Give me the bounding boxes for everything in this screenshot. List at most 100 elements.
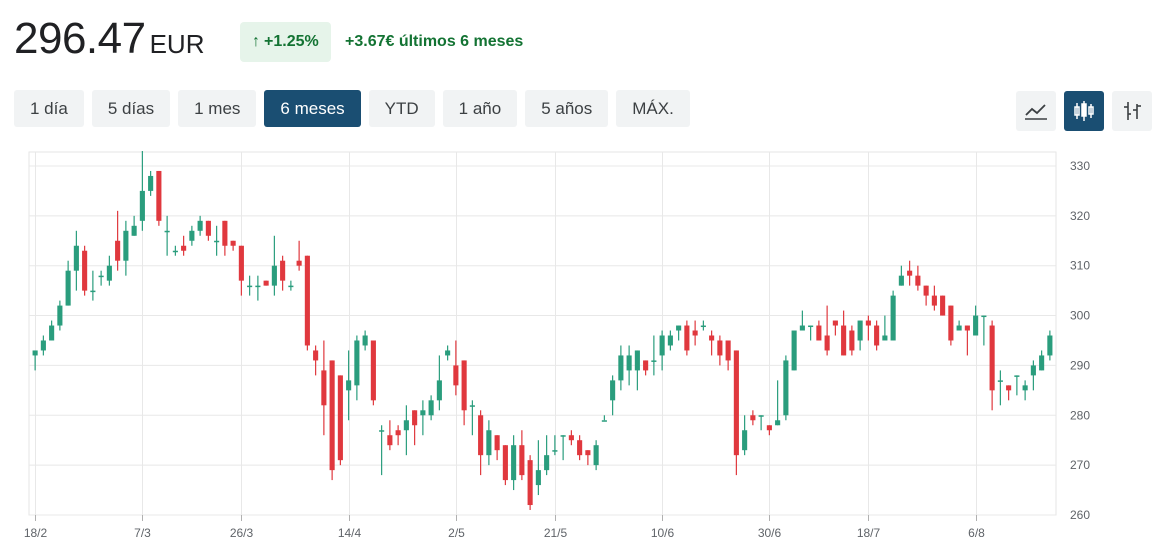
y-tick-label: 290 xyxy=(1070,358,1090,372)
candle-body xyxy=(733,350,739,456)
range-5y-button[interactable]: 5 años xyxy=(525,90,609,127)
candle-body xyxy=(1047,335,1053,356)
y-tick-label: 300 xyxy=(1070,309,1090,323)
candle-body xyxy=(874,325,880,346)
change-badge: ↑ +1.25% xyxy=(240,22,331,62)
candle-body xyxy=(131,225,137,236)
candle-body xyxy=(643,360,649,371)
candle-body xyxy=(544,455,550,471)
candle-body xyxy=(288,285,294,288)
candle-body xyxy=(98,275,104,278)
range-max-button[interactable]: MÁX. xyxy=(616,90,690,127)
candle-body xyxy=(684,325,690,351)
candle-body xyxy=(1039,355,1045,371)
candle-body xyxy=(65,270,71,306)
line-chart-button[interactable] xyxy=(1016,91,1056,131)
range-1y-button[interactable]: 1 año xyxy=(442,90,518,127)
candle-body xyxy=(676,325,682,331)
plot-frame xyxy=(28,151,1057,516)
candle-body xyxy=(527,460,533,506)
candle-body xyxy=(49,325,55,341)
candle-body xyxy=(931,295,937,306)
candle-body xyxy=(362,335,368,346)
candle-body xyxy=(709,335,715,341)
y-tick-label: 270 xyxy=(1070,458,1090,472)
candle-body xyxy=(313,350,319,361)
candle-body xyxy=(940,295,946,316)
candle-body xyxy=(469,405,475,407)
candle-body xyxy=(90,290,96,293)
candle-body xyxy=(230,240,236,246)
x-tick-label: 2/5 xyxy=(448,526,465,540)
x-tick-label: 7/3 xyxy=(134,526,151,540)
candle-body xyxy=(964,325,970,331)
ohlc-button[interactable] xyxy=(1112,91,1152,131)
candle-body xyxy=(445,350,451,356)
x-tick-label: 18/7 xyxy=(857,526,881,540)
candle-body xyxy=(560,435,566,437)
candle-body xyxy=(106,265,112,281)
candlestick-chart[interactable]: 260 270 280 290 300 310 320 330 18/2 7/3 26/3 14/4 2… xyxy=(0,150,1164,556)
candle-body xyxy=(156,170,162,221)
candle-body xyxy=(40,340,46,351)
candle-body xyxy=(667,335,673,346)
candle-body xyxy=(915,275,921,286)
candle-body xyxy=(436,380,442,401)
candle-body xyxy=(981,315,987,318)
candle-body xyxy=(956,325,962,331)
candle-body xyxy=(997,380,1003,382)
y-tick-label: 330 xyxy=(1070,159,1090,173)
range-selector: 1 día 5 días 1 mes 6 meses YTD 1 año 5 a… xyxy=(14,90,690,127)
candle-body xyxy=(337,375,343,461)
candle-body xyxy=(346,380,352,391)
price-display: 296.47 EUR xyxy=(14,14,204,64)
candle-body xyxy=(453,365,459,386)
candlestick-button[interactable] xyxy=(1064,91,1104,131)
candle-body xyxy=(973,315,979,336)
candle-body xyxy=(1030,365,1036,376)
candle-body xyxy=(898,275,904,286)
candle-body xyxy=(403,420,409,431)
candle-body xyxy=(610,380,616,401)
candle-body xyxy=(989,325,995,391)
range-ytd-button[interactable]: YTD xyxy=(368,90,435,127)
candle-body xyxy=(857,320,863,341)
candle-body xyxy=(494,435,500,451)
candle-body xyxy=(692,330,698,336)
range-5d-button[interactable]: 5 días xyxy=(91,90,171,127)
candle-body xyxy=(247,285,253,288)
candle-body xyxy=(123,230,129,261)
candle-body xyxy=(882,335,888,341)
candle-body xyxy=(32,350,38,356)
candle-body xyxy=(775,420,781,426)
candle-body xyxy=(73,245,79,271)
candle-body xyxy=(511,445,517,481)
x-tick-label: 21/5 xyxy=(544,526,568,540)
candle-body xyxy=(585,450,591,456)
candle-body xyxy=(1022,385,1028,391)
candle-body xyxy=(486,430,492,456)
candle-body xyxy=(865,320,871,326)
candle-body xyxy=(832,320,838,326)
range-1d-button[interactable]: 1 día xyxy=(14,90,84,127)
candle-body xyxy=(115,240,121,261)
period-change: +3.67€ últimos 6 meses xyxy=(345,33,524,50)
candle-body xyxy=(535,470,541,486)
candle-body xyxy=(420,410,426,416)
x-tick-label: 6/8 xyxy=(968,526,985,540)
candle-body xyxy=(395,430,401,436)
ohlc-icon xyxy=(1124,102,1141,120)
candle-body xyxy=(428,400,434,416)
candle-body xyxy=(271,265,277,286)
candle-body xyxy=(321,370,327,406)
candle-body xyxy=(354,340,360,386)
range-1m-button[interactable]: 1 mes xyxy=(178,90,257,127)
candle-body xyxy=(280,260,286,281)
candle-body xyxy=(205,220,211,236)
candle-body xyxy=(601,420,607,422)
candle-body xyxy=(139,190,145,221)
range-6m-button[interactable]: 6 meses xyxy=(264,90,361,127)
candle-body xyxy=(659,335,665,356)
y-tick-label: 310 xyxy=(1070,259,1090,273)
candle-body xyxy=(478,415,484,456)
